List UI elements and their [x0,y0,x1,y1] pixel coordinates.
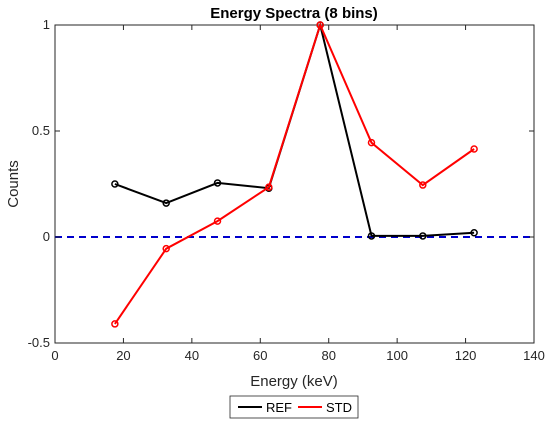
data-point-std [162,244,170,253]
data-point-ref [367,232,376,240]
data-point-ref [213,179,222,187]
data-point-std [470,145,478,153]
legend-label-std: STD [326,400,352,415]
y-tick-label: 0.5 [32,123,50,138]
y-tick-label: -0.5 [28,335,50,350]
legend: REF STD [229,395,359,419]
y-axis-label: Counts [5,160,22,208]
x-axis-label: Energy (keV) [250,373,338,390]
data-point-std [316,21,324,29]
x-tick-label: 0 [51,348,58,363]
data-point-std [419,181,427,189]
y-tick-label: 1 [43,17,50,32]
data-point-std [367,138,376,147]
x-tick-label: 100 [386,348,408,363]
x-tick-label: 80 [321,348,335,363]
legend-label-ref: REF [266,400,292,415]
x-tick-label: 120 [455,348,477,363]
plot-area [54,24,535,344]
data-point-std [213,217,222,225]
data-point-ref [162,199,170,207]
data-point-ref [470,229,478,237]
x-tick-label: 140 [523,348,545,363]
series-line-std [114,22,475,325]
data-point-ref [419,232,427,240]
y-tick-label: 0 [43,229,50,244]
x-tick-label: 40 [185,348,199,363]
x-tick-label: 20 [116,348,130,363]
x-tick-label: 60 [253,348,267,363]
legend-box [229,395,359,419]
data-point-std [265,183,273,191]
data-point-ref [111,180,119,188]
chart-title: Energy Spectra (8 bins) [210,5,378,22]
data-point-std [111,320,119,328]
